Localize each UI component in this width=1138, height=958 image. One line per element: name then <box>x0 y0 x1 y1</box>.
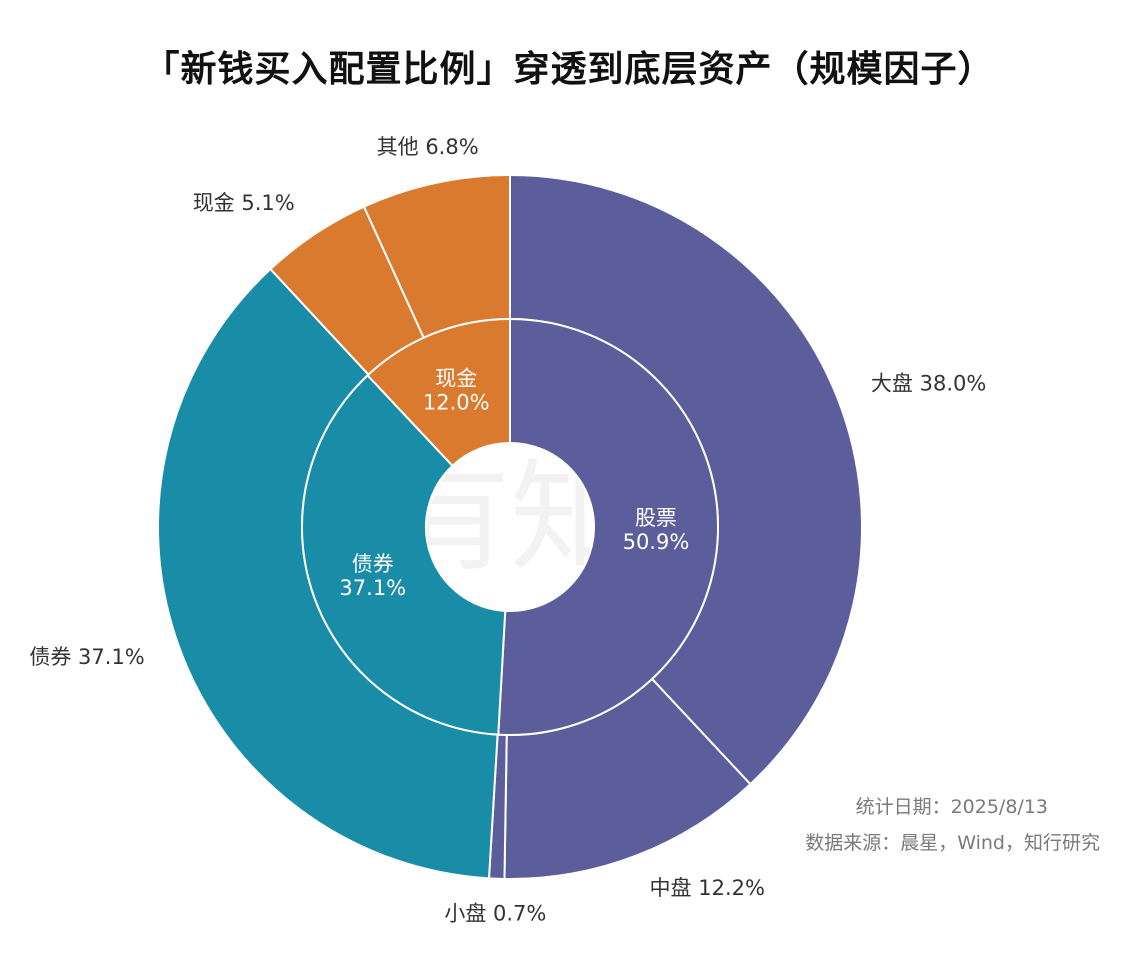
outer-labels: 大盘 38.0% 中盘 12.2% 小盘 0.7% 债券 37.1% 现金 5.1% 其他… <box>29 135 986 926</box>
inner-label-value-2: 12.0% <box>423 390 490 414</box>
inner-label-name-2: 现金 <box>435 366 477 390</box>
inner-ring <box>301 317 719 736</box>
inner-slice-1 <box>301 373 507 736</box>
outer-ring <box>157 173 863 880</box>
outer-label-5: 其他 6.8% <box>377 135 479 159</box>
inner-slice-0 <box>497 317 719 736</box>
outer-label-2: 小盘 0.7% <box>444 902 546 926</box>
source-note: 数据来源：晨星，Wind，知行研究 <box>805 832 1100 854</box>
date-note: 统计日期：2025/8/13 <box>855 796 1048 818</box>
outer-label-3: 债券 37.1% <box>29 645 144 669</box>
inner-slice-2 <box>366 317 511 468</box>
inner-label-value-0: 50.9% <box>623 530 690 554</box>
inner-label-name-0: 股票 <box>635 506 677 530</box>
inner-label-name-1: 债券 <box>352 552 394 576</box>
inner-label-value-1: 37.1% <box>339 576 406 600</box>
chart-title: 「新钱买入配置比例」穿透到底层资产（规模因子） <box>143 49 995 90</box>
outer-label-0: 大盘 38.0% <box>871 372 986 396</box>
outer-label-1: 中盘 12.2% <box>650 876 765 900</box>
outer-label-4: 现金 5.1% <box>193 191 295 215</box>
